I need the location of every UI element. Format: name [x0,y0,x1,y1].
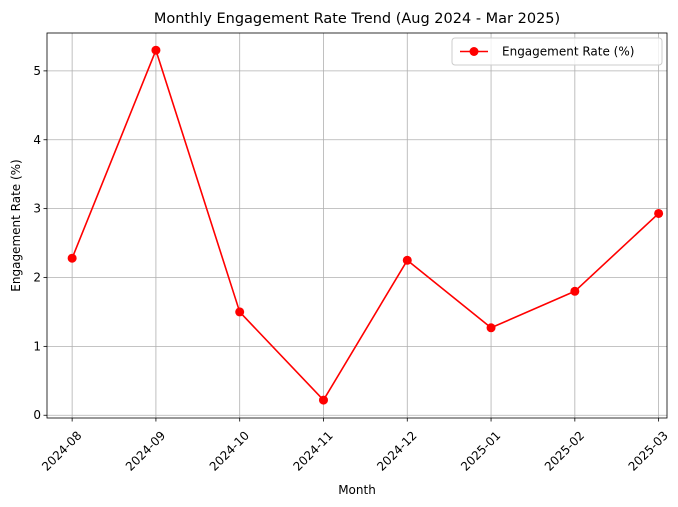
series-layer [67,45,664,405]
series-line [71,49,660,401]
legend-label: Engagement Rate (%) [502,45,634,59]
legend-marker-swatch [469,47,479,56]
data-point [235,307,245,317]
data-point [402,255,412,265]
legend: Engagement Rate (%) [451,37,663,66]
y-tick-label: 4 [33,133,41,147]
y-tick-label: 1 [33,339,41,353]
data-point [486,323,496,333]
y-tick-label: 2 [33,270,41,284]
y-tick-label: 3 [33,202,41,216]
data-point [570,286,580,296]
y-tick-label: 0 [33,408,41,422]
data-point [318,395,328,405]
grid [47,33,667,418]
y-tick-label: 5 [33,64,41,78]
data-point [151,45,161,55]
legend-box [451,37,663,66]
x-axis-label: Month [338,483,376,497]
plot-frame [46,32,668,419]
data-point [654,208,664,218]
y-axis-label: Engagement Rate (%) [9,159,23,291]
chart-title: Monthly Engagement Rate Trend (Aug 2024 … [154,11,560,27]
data-point [67,253,77,263]
